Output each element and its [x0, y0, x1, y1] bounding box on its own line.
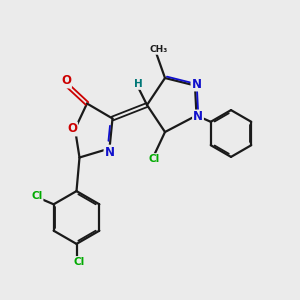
Text: CH₃: CH₃ [150, 45, 168, 54]
Text: H: H [134, 79, 142, 89]
Text: Cl: Cl [149, 154, 160, 164]
Text: Cl: Cl [74, 257, 85, 267]
Text: N: N [191, 77, 202, 91]
Text: Cl: Cl [31, 191, 43, 201]
Text: O: O [67, 122, 77, 136]
Text: N: N [104, 146, 115, 159]
Text: O: O [61, 74, 71, 88]
Text: N: N [193, 110, 203, 124]
